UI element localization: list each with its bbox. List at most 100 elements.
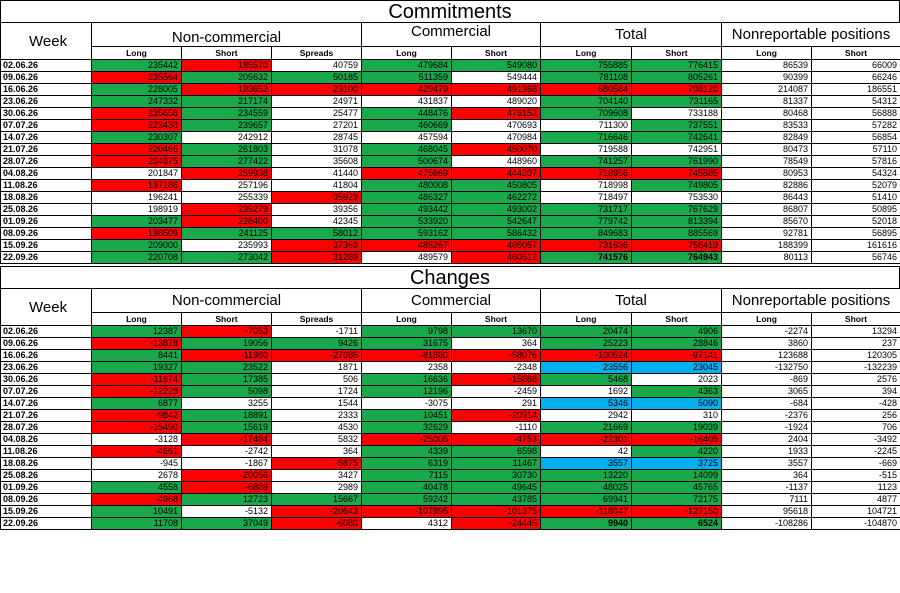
value-cell: 228400 bbox=[181, 215, 272, 228]
value-cell: 680584 bbox=[540, 83, 633, 96]
value-cell: 24971 bbox=[271, 95, 362, 108]
value-cell: 4906 bbox=[631, 325, 723, 338]
value-cell: 247332 bbox=[91, 95, 182, 108]
value-cell: 104721 bbox=[811, 505, 900, 518]
value-cell: 767629 bbox=[631, 203, 723, 216]
commercial-header: Commercial bbox=[360, 288, 542, 313]
value-cell: 223430 bbox=[91, 119, 182, 132]
value-cell: 255339 bbox=[181, 191, 272, 204]
value-cell: 5346 bbox=[540, 397, 633, 410]
value-cell: 6598 bbox=[450, 445, 542, 458]
value-cell: 1544 bbox=[271, 397, 362, 410]
week-cell: 02.06.26 bbox=[0, 325, 92, 338]
value-cell: 718497 bbox=[540, 191, 633, 204]
value-cell: 56854 bbox=[811, 131, 900, 144]
value-cell: 706 bbox=[811, 421, 900, 434]
value-cell: 753530 bbox=[631, 191, 723, 204]
value-cell: 733188 bbox=[631, 107, 723, 120]
value-cell: 83533 bbox=[721, 119, 813, 132]
table-row: 14.07.26 6877 3255 1544 -3075 291 5346 5090 -684… bbox=[0, 397, 900, 410]
value-cell: -7053 bbox=[181, 325, 272, 338]
value-cell: -97141 bbox=[631, 349, 723, 362]
value-cell: 533920 bbox=[361, 215, 452, 228]
table-row: 02.06.26 235442 185570 40759 479684 549080 755… bbox=[0, 59, 900, 72]
value-cell: 718956 bbox=[540, 167, 633, 180]
value-cell: 719588 bbox=[540, 143, 633, 156]
value-cell: -515 bbox=[811, 469, 900, 482]
value-cell: -81880 bbox=[361, 349, 452, 362]
table-row: 07.07.26 223430 239657 27201 460669 470693 711… bbox=[0, 119, 900, 132]
week-cell: 09.06.26 bbox=[0, 71, 92, 84]
value-cell: 1933 bbox=[721, 445, 813, 458]
value-cell: 745585 bbox=[631, 167, 723, 180]
week-cell: 30.06.26 bbox=[0, 107, 92, 120]
value-cell: 2678 bbox=[91, 469, 182, 482]
value-cell: 72175 bbox=[631, 493, 723, 506]
value-cell: 493002 bbox=[450, 203, 542, 216]
value-cell: 7115 bbox=[361, 469, 452, 482]
value-cell: -20056 bbox=[181, 469, 272, 482]
value-cell: 120305 bbox=[811, 349, 900, 362]
value-cell: 18891 bbox=[181, 409, 272, 422]
value-cell: 242912 bbox=[181, 131, 272, 144]
value-cell: -104870 bbox=[811, 517, 900, 530]
value-cell: 228005 bbox=[91, 83, 182, 96]
value-cell: 234559 bbox=[181, 107, 272, 120]
value-cell: 66009 bbox=[811, 59, 900, 72]
value-cell: 9798 bbox=[361, 325, 452, 338]
week-cell: 16.06.26 bbox=[0, 349, 92, 362]
value-cell: 20474 bbox=[540, 325, 633, 338]
table-row: 22.09.26 220708 273042 31289 489579 460612 741… bbox=[0, 251, 900, 264]
value-cell: 49645 bbox=[450, 481, 542, 494]
value-cell: 849683 bbox=[540, 227, 633, 240]
table-row: 25.08.26 198919 235279 39356 493442 493002 731… bbox=[0, 203, 900, 216]
value-cell: 214087 bbox=[721, 83, 813, 96]
changes-table: Week Non-commercial Commercial Total Non… bbox=[0, 288, 900, 530]
week-cell: 07.07.26 bbox=[0, 119, 92, 132]
value-cell: 13294 bbox=[811, 325, 900, 338]
value-cell: 5832 bbox=[271, 433, 362, 446]
value-cell: 2358 bbox=[361, 361, 452, 374]
total-header: Total bbox=[540, 288, 723, 313]
value-cell: -4661 bbox=[91, 445, 182, 458]
value-cell: 12196 bbox=[361, 385, 452, 398]
week-cell: 23.06.26 bbox=[0, 95, 92, 108]
value-cell: -1924 bbox=[721, 421, 813, 434]
week-cell: 07.07.26 bbox=[0, 385, 92, 398]
value-cell: 1871 bbox=[271, 361, 362, 374]
table-row: 25.08.26 2678 -20056 3427 7115 30730 13220 1409… bbox=[0, 469, 900, 482]
value-cell: 23556 bbox=[540, 361, 633, 374]
table-row: 01.09.26 4558 -6889 2989 40478 49645 48025 4576… bbox=[0, 481, 900, 494]
table-row: 21.07.26 220465 261803 31078 468045 450070 719… bbox=[0, 143, 900, 156]
value-cell: 885569 bbox=[631, 227, 723, 240]
value-cell: 43785 bbox=[450, 493, 542, 506]
value-cell: 41440 bbox=[271, 167, 362, 180]
value-cell: 431837 bbox=[361, 95, 452, 108]
value-cell: 14099 bbox=[631, 469, 723, 482]
value-cell: 13220 bbox=[540, 469, 633, 482]
value-cell: -1867 bbox=[181, 457, 272, 470]
sub-header: Short bbox=[631, 312, 723, 326]
sub-header: Short bbox=[631, 46, 723, 60]
value-cell: 6524 bbox=[631, 517, 723, 530]
value-cell: 56895 bbox=[811, 227, 900, 240]
value-cell: 50895 bbox=[811, 203, 900, 216]
nonreportable-header: Nonreportable positions bbox=[721, 22, 900, 47]
value-cell: 58012 bbox=[271, 227, 362, 240]
sub-header: Short bbox=[450, 312, 542, 326]
value-cell: 235442 bbox=[91, 59, 182, 72]
value-cell: 2989 bbox=[271, 481, 362, 494]
value-cell: 40759 bbox=[271, 59, 362, 72]
week-cell: 28.07.26 bbox=[0, 421, 92, 434]
value-cell: 2576 bbox=[811, 373, 900, 386]
value-cell: 30730 bbox=[450, 469, 542, 482]
value-cell: 742641 bbox=[631, 131, 723, 144]
value-cell: 2333 bbox=[271, 409, 362, 422]
value-cell: 35608 bbox=[271, 155, 362, 168]
value-cell: 3255 bbox=[181, 397, 272, 410]
value-cell: 203477 bbox=[91, 215, 182, 228]
value-cell: 4220 bbox=[631, 445, 723, 458]
value-cell: 235279 bbox=[181, 203, 272, 216]
value-cell: -17484 bbox=[181, 433, 272, 446]
value-cell: 709608 bbox=[540, 107, 633, 120]
